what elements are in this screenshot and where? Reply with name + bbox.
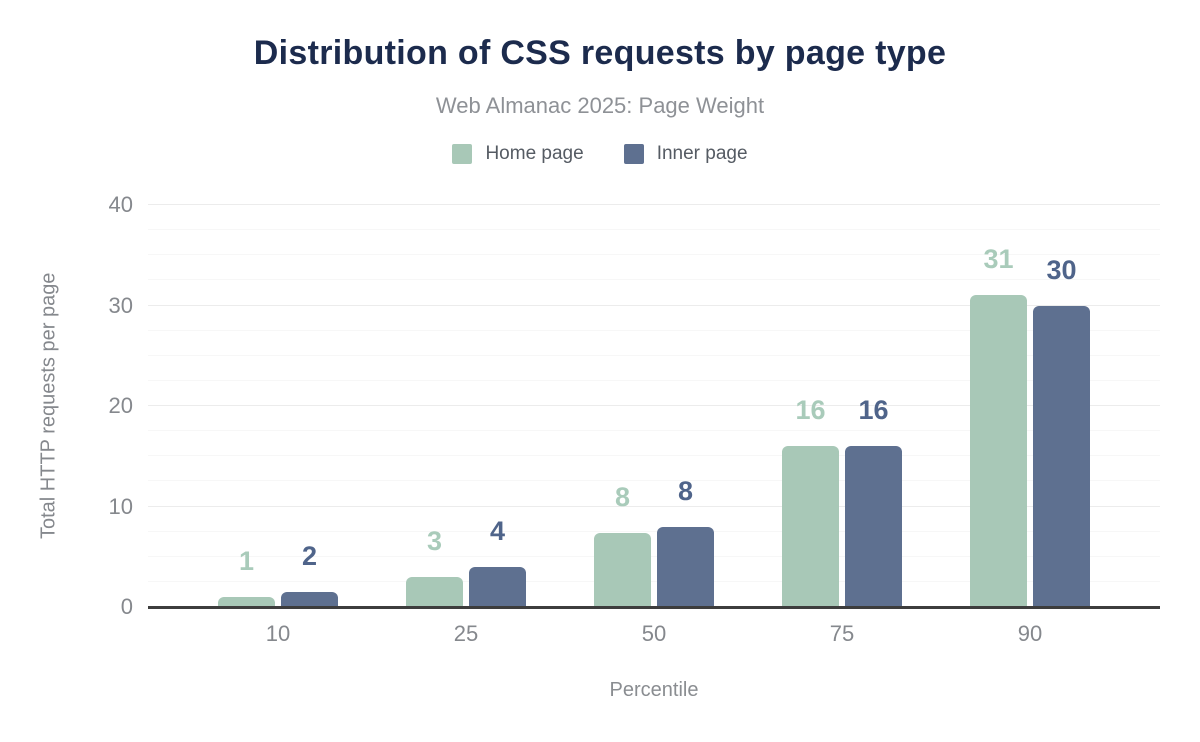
y-axis-title: Total HTTP requests per page <box>37 272 60 540</box>
gridline-17.5 <box>148 430 1160 432</box>
gridline-37.5 <box>148 229 1160 231</box>
bar-group-p25: 3 4 25 <box>372 205 560 646</box>
legend-label-inner-page: Inner page <box>656 143 748 164</box>
legend: Home page Inner page <box>0 143 1200 165</box>
gridline-15 <box>148 455 1160 457</box>
bar-value-label-home-page-p50: 8 <box>614 481 631 512</box>
inner-page-swatch-icon <box>623 144 644 164</box>
bar-value-label-inner-page-p10: 2 <box>301 540 318 571</box>
x-tick-label-90: 90 <box>1017 621 1043 646</box>
bar-group-p90: 31 30 90 <box>936 205 1124 646</box>
bar-group-p10: 1 2 10 <box>184 205 372 646</box>
plot-area: 1 2 10 3 4 25 8 8 50 16 16 75 31 30 90 0 10 20 30 40 <box>109 194 1160 646</box>
x-tick-label-10: 10 <box>265 621 291 646</box>
x-tick-label-50: 50 <box>641 621 667 646</box>
bar-inner-page-p75: 16 <box>845 397 902 607</box>
gridline-5 <box>148 555 1160 557</box>
x-axis-line <box>148 606 1160 609</box>
gridline-30 <box>148 304 1160 306</box>
bar-value-label-inner-page-p25: 4 <box>489 515 506 546</box>
bar-value-label-home-page-p25: 3 <box>426 525 443 556</box>
bar-group-p75: 16 16 75 <box>748 205 936 646</box>
bar-value-label-inner-page-p90: 30 <box>1046 254 1077 285</box>
gridline-20 <box>148 405 1160 406</box>
bar-value-label-home-page-p90: 31 <box>983 244 1014 275</box>
y-tick-label-20: 20 <box>108 393 133 418</box>
bar-group-p50: 8 8 50 <box>560 205 748 646</box>
bar-home-page-p90: 31 <box>970 246 1027 607</box>
gridline-32.5 <box>148 279 1160 281</box>
gridline-25 <box>148 354 1160 356</box>
gridline-35 <box>148 254 1160 256</box>
bar-inner-page-p90: 30 <box>1033 256 1090 607</box>
chart-title: Distribution of CSS requests by page typ… <box>253 34 947 72</box>
y-tick-label-30: 30 <box>108 292 133 318</box>
y-tick-label-40: 40 <box>108 192 133 217</box>
bar-home-page-p75: 16 <box>782 397 839 607</box>
x-tick-label-25: 25 <box>453 621 479 646</box>
bar-inner-page-p50: 8 <box>657 477 714 607</box>
legend-item-home-page: Home page <box>452 143 584 165</box>
bar-groups: 1 2 10 3 4 25 8 8 50 16 16 75 31 30 90 <box>184 205 1124 646</box>
x-axis-title: Percentile <box>609 679 699 701</box>
gridline-2.5 <box>148 580 1160 582</box>
bar-home-page-p50: 8 <box>594 483 651 607</box>
legend-label-home-page: Home page <box>485 143 584 164</box>
bar-home-page-p25: 3 <box>406 527 463 607</box>
bar-pair-p75: 16 16 <box>748 205 936 607</box>
gridline-7.5 <box>148 530 1160 532</box>
bar-value-label-inner-page-p50: 8 <box>677 475 694 506</box>
home-page-swatch-icon <box>452 144 473 164</box>
bar-inner-page-p25: 4 <box>469 517 526 607</box>
y-tick-label-10: 10 <box>108 493 133 519</box>
bar-value-label-home-page-p75: 16 <box>795 395 826 426</box>
bar-value-label-inner-page-p75: 16 <box>858 395 889 426</box>
x-tick-label-75: 75 <box>829 621 855 646</box>
bar-inner-page-p10: 2 <box>281 542 338 607</box>
chart-subtitle: Web Almanac 2025: Page Weight <box>435 93 765 118</box>
gridline-40 <box>148 204 1160 205</box>
bar-pair-p90: 31 30 <box>936 205 1124 607</box>
gridline-12.5 <box>148 480 1160 482</box>
gridline-10 <box>148 505 1160 507</box>
bar-home-page-p10: 1 <box>218 547 275 607</box>
gridline-27.5 <box>148 329 1160 331</box>
legend-item-inner-page: Inner page <box>623 143 748 165</box>
y-tick-label-0: 0 <box>120 594 133 619</box>
gridline-22.5 <box>148 379 1160 381</box>
bar-value-label-home-page-p10: 1 <box>238 545 255 576</box>
